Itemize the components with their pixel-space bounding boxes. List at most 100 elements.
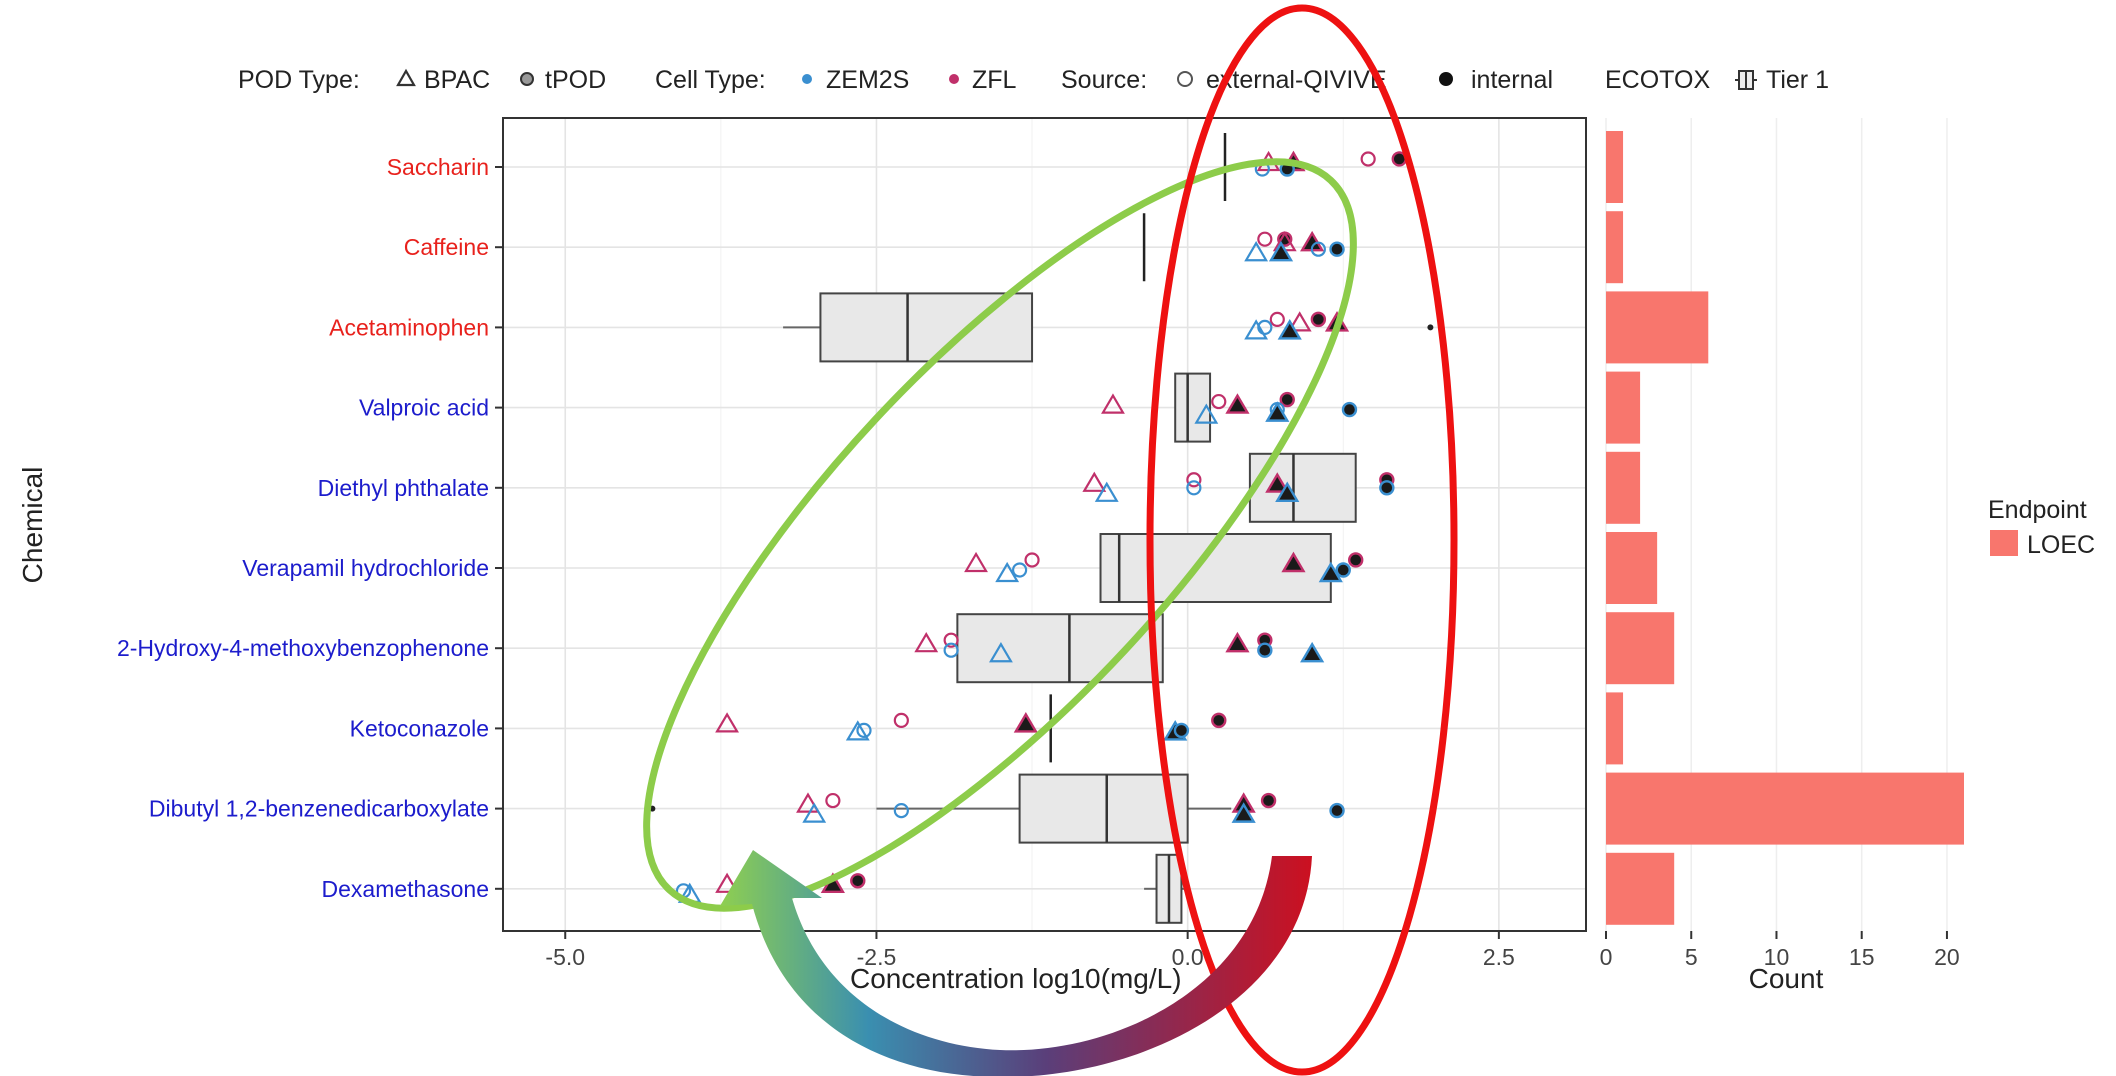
- endpoint-legend-loec: LOEC: [2027, 531, 2095, 559]
- chemical-label-verapamil-hydrochloride: Verapamil hydrochloride: [242, 555, 489, 581]
- boxplot-dibutyl-1-2-benzenedicarboxylate: [649, 773, 1232, 844]
- chemical-label-caffeine: Caffeine: [404, 234, 489, 260]
- legend-tpod-circle-icon: [520, 72, 534, 86]
- point-ketoconazole-bpac-zem2s-external: [845, 720, 870, 741]
- count-tick-label: 20: [1934, 944, 1960, 970]
- concentration-tick-label: 2.5: [1483, 944, 1515, 970]
- point-dibutyl-1-2-benzenedicarboxylate-bpac-zem2s-external: [802, 802, 827, 823]
- point-dibutyl-1-2-benzenedicarboxylate-tpod-zfl-internal: [1260, 792, 1277, 809]
- point-dibutyl-1-2-benzenedicarboxylate-tpod-zem2s-external: [893, 803, 909, 819]
- count-tick-label: 10: [1764, 944, 1790, 970]
- concentration-tick-label: 0.0: [1172, 944, 1204, 970]
- endpoint-legend-title: Endpoint: [1988, 496, 2087, 524]
- boxplot-dexamethasone: [1144, 853, 1188, 924]
- legend-cell-zfl: ZFL: [972, 66, 1017, 94]
- point-verapamil-hydrochloride-tpod-zfl-internal: [1348, 552, 1364, 568]
- point-verapamil-hydrochloride-bpac-zem2s-internal: [1318, 561, 1343, 583]
- point-acetaminophen-tpod-zfl-external: [1269, 311, 1285, 327]
- legend-source-external: external-QIVIVE: [1206, 66, 1387, 94]
- count-tick-label: 0: [1600, 944, 1613, 970]
- chemical-label-valproic-acid: Valproic acid: [359, 395, 489, 421]
- concentration-axis-title: Concentration log10(mg/L): [850, 963, 1182, 994]
- legend-bpac-triangle-icon: [396, 68, 416, 87]
- point-acetaminophen-bpac-zfl-external: [1287, 311, 1312, 332]
- count-bar-saccharin: [1606, 131, 1624, 203]
- chemical-label-2-hydroxy-4-methoxybenzophenone: 2-Hydroxy-4-methoxybenzophenone: [117, 635, 489, 661]
- count-bar-diethyl-phthalate: [1606, 451, 1641, 524]
- legend-internal-dot-icon: [1439, 72, 1453, 86]
- legend-source-title: Source:: [1061, 66, 1147, 94]
- point-valproic-acid-bpac-zem2s-external: [1194, 403, 1219, 424]
- point-valproic-acid-tpod-zfl-internal: [1279, 391, 1295, 408]
- count-panel: 0 5 10 15 20 Count: [1600, 118, 1964, 994]
- chemical-label-diethyl-phthalate: Diethyl phthalate: [318, 475, 489, 501]
- point-valproic-acid-bpac-zfl-external: [1101, 393, 1125, 414]
- pod-points: [675, 150, 1407, 903]
- point-verapamil-hydrochloride-bpac-zfl-external: [964, 551, 988, 573]
- point-dexamethasone-tpod-zfl-internal: [850, 873, 866, 889]
- point-verapamil-hydrochloride-bpac-zem2s-external: [995, 561, 1020, 583]
- chemical-axis-title: Chemical: [17, 467, 48, 584]
- point-diethyl-phthalate-tpod-zem2s-external: [1186, 480, 1202, 496]
- boxplot-outlier: [1427, 324, 1434, 331]
- legend-pod-title: POD Type:: [238, 66, 360, 94]
- point-caffeine-tpod-zem2s-external: [1310, 241, 1326, 257]
- boxplot-2-hydroxy-4-methoxybenzophenone: [956, 613, 1164, 684]
- boxplot-box: [956, 613, 1164, 684]
- boxplot-box: [1018, 773, 1189, 844]
- point-saccharin-tpod-zfl-external: [1360, 151, 1376, 167]
- chemical-label-saccharin: Saccharin: [387, 154, 489, 180]
- point-caffeine-bpac-zem2s-internal: [1268, 240, 1294, 262]
- count-tick-label: 15: [1849, 944, 1875, 970]
- point-acetaminophen-tpod-zfl-internal: [1310, 311, 1327, 328]
- point-ketoconazole-bpac-zfl-internal: [1013, 712, 1038, 733]
- point-verapamil-hydrochloride-bpac-zfl-internal: [1281, 551, 1306, 573]
- count-axis: 0 5 10 15 20: [1600, 931, 1960, 970]
- point-ketoconazole-tpod-zfl-internal: [1211, 712, 1227, 729]
- count-bar-dexamethasone: [1606, 852, 1675, 925]
- legend-pod-bpac: BPAC: [424, 66, 490, 94]
- point-acetaminophen-bpac-zem2s-external: [1244, 319, 1269, 340]
- legend-ecotox-title: ECOTOX: [1605, 66, 1710, 94]
- chemical-label-acetaminophen: Acetaminophen: [329, 314, 489, 340]
- point-diethyl-phthalate-bpac-zfl-external: [1082, 471, 1107, 492]
- count-axis-title: Count: [1749, 963, 1824, 994]
- point-2-hydroxy-4-methoxybenzophenone-bpac-zem2s-internal: [1300, 641, 1325, 663]
- point-ketoconazole-tpod-zem2s-internal: [1173, 722, 1190, 739]
- legend-ecotox-tier: Tier 1: [1766, 66, 1829, 94]
- point-dibutyl-1-2-benzenedicarboxylate-bpac-zfl-external: [796, 792, 820, 813]
- point-2-hydroxy-4-methoxybenzophenone-tpod-zfl-external: [943, 632, 959, 648]
- chemical-label-ketoconazole: Ketoconazole: [350, 715, 489, 741]
- chemical-label-dexamethasone: Dexamethasone: [322, 876, 490, 902]
- green-ellipse-annotation: [643, 158, 1357, 912]
- point-diethyl-phthalate-tpod-zfl-external: [1186, 472, 1202, 488]
- point-2-hydroxy-4-methoxybenzophenone-bpac-zem2s-external: [989, 642, 1013, 663]
- chemical-label-dibutyl-1-2-benzenedicarboxylate: Dibutyl 1,2-benzenedicarboxylate: [149, 796, 489, 822]
- curved-arrow-annotation: [720, 850, 1312, 1076]
- point-acetaminophen-tpod-zem2s-external: [1257, 319, 1273, 335]
- chemical-axis: Saccharin Caffeine Acetaminophen Valproic a…: [117, 154, 503, 902]
- point-verapamil-hydrochloride-tpod-zfl-external: [1024, 552, 1040, 568]
- point-diethyl-phthalate-bpac-zem2s-external: [1094, 481, 1119, 502]
- count-bar-verapamil-hydrochloride: [1606, 532, 1658, 604]
- concentration-tick-label: -2.5: [857, 944, 897, 970]
- count-bar-valproic-acid: [1606, 371, 1641, 444]
- count-bar-caffeine: [1606, 211, 1624, 284]
- point-ketoconazole-tpod-zem2s-external: [856, 722, 872, 739]
- point-caffeine-tpod-zem2s-internal: [1329, 241, 1345, 257]
- annotation-overlays: [643, 4, 1458, 1076]
- point-2-hydroxy-4-methoxybenzophenone-tpod-zem2s-internal: [1257, 642, 1273, 658]
- legend-zem2s-dot-icon: [802, 74, 812, 84]
- point-caffeine-bpac-zem2s-external: [1244, 241, 1269, 262]
- point-dexamethasone-bpac-zfl-external: [715, 872, 739, 893]
- count-bar-2-hydroxy-4-methoxybenzophenone: [1606, 612, 1675, 685]
- point-dibutyl-1-2-benzenedicarboxylate-tpod-zfl-external: [825, 792, 841, 809]
- concentration-gridlines: [503, 118, 1586, 931]
- concentration-axis: -5.0 -2.5 0.0 2.5: [545, 931, 1515, 970]
- count-bar-ketoconazole: [1606, 692, 1624, 765]
- point-2-hydroxy-4-methoxybenzophenone-tpod-zem2s-external: [943, 642, 959, 658]
- point-valproic-acid-bpac-zem2s-internal: [1265, 401, 1290, 422]
- point-diethyl-phthalate-bpac-zem2s-internal: [1275, 481, 1300, 503]
- concentration-panel-border: [502, 117, 1587, 932]
